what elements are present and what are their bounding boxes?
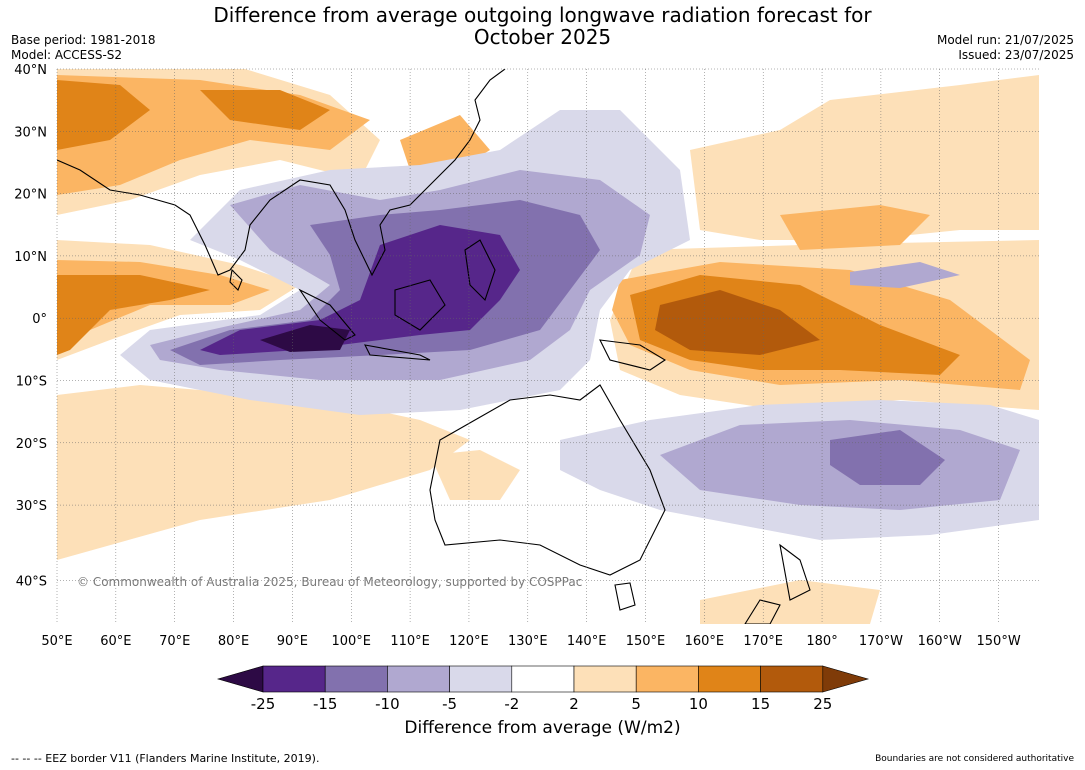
colorbar-tick-label: -25 [251,695,276,713]
colorbar-tick-label: -5 [442,695,457,713]
longitude-ticks: 50°E 60°E 70°E 80°E 90°E 100°E 110°E 120°E 130°E… [41,634,1020,649]
boundaries-disclaimer: Boundaries are not considered authoritat… [875,754,1074,764]
anomaly-positive-north-pacific [690,75,1039,240]
latitude-tick-label: 20°N [14,188,47,203]
copyright-notice: © Commonwealth of Australia 2025, Bureau… [77,575,583,589]
longitude-tick-label: 180° [806,634,837,649]
anomaly-brown-pacific [655,290,820,355]
anomaly-positive-indian-south [57,385,470,560]
colorbar-tick-label: -15 [313,695,338,713]
colorbar-tick-label: 5 [631,695,641,713]
anomaly-dark-orange-arabian [57,275,210,355]
latitude-ticks: 40°N 30°N 20°N 10°N 0° 10°S 20°S 30°S 40°S [14,63,47,589]
colorbar-extend-low [216,665,264,693]
anomaly-purple-fiji [830,430,945,485]
coastline-new-guinea [599,339,667,371]
anomaly-dark-purple-maritime [200,225,520,355]
latitude-tick-label: 10°S [16,375,47,390]
title-line-2: October 2025 [473,25,612,49]
base-period-label: Base period: 1981-2018 [11,33,156,47]
longitude-tick-label: 140°E [567,634,607,649]
longitude-tick-label: 150°W [977,634,1021,649]
colorbar-tick-label: -2 [504,695,519,713]
latitude-tick-label: 30°N [14,125,47,140]
anomaly-dark-orange-himalaya [200,90,330,130]
map-title: Difference from average outgoing longwav… [0,4,1085,48]
colorbar-title: Difference from average (W/m2) [404,718,681,738]
latitude-tick-label: 30°S [16,499,47,514]
colorbar-block [698,665,761,693]
longitude-tick-label: 70°E [159,634,190,649]
longitude-tick-label: 60°E [100,634,131,649]
colorbar-blocks [216,665,870,693]
colorbar-extend-high [822,665,870,693]
coastline-asia [57,69,506,277]
longitude-tick-label: 120°E [449,634,489,649]
colorbar-block [760,665,824,693]
latitude-tick-label: 40°S [16,574,47,589]
colorbar-block [262,665,326,693]
longitude-tick-label: 110°E [390,634,430,649]
longitude-tick-label: 170°E [743,634,783,649]
model-run-label: Model run: 21/07/2025 [936,33,1074,47]
anomaly-field [57,69,1039,624]
colorbar-tick-label: -10 [375,695,400,713]
model-info: Base period: 1981-2018 Model: ACCESS-S2 [11,33,156,63]
latitude-tick-label: 0° [32,312,47,327]
colorbar-block [387,665,450,693]
coastlines [57,69,811,624]
colorbar-block [635,665,699,693]
colorbar-block [449,665,513,693]
anomaly-positive-tasman [700,580,880,624]
longitude-tick-label: 160°E [685,634,725,649]
longitude-tick-label: 160°W [918,634,962,649]
colorbar-block [511,665,575,693]
colorbar-block [573,665,637,693]
longitude-tick-label: 50°E [41,634,72,649]
coastline-borneo [394,279,446,331]
colorbar-ticks: -25 -15 -10 -5 -2 2 5 10 15 25 [251,695,833,713]
title-line-1: Difference from average outgoing longwav… [213,3,872,27]
model-label: Model: ACCESS-S2 [11,48,123,62]
graticule [56,68,1039,624]
colorbar-tick-label: 10 [689,695,708,713]
longitude-tick-label: 100°E [331,634,371,649]
longitude-tick-label: 150°E [626,634,666,649]
issued-label: Issued: 23/07/2025 [958,48,1074,62]
longitude-tick-label: 130°E [508,634,548,649]
eez-border-note: -- -- -- EEZ border V11 (Flanders Marine… [11,752,320,765]
anomaly-dark-orange-mideast [57,80,150,150]
anomaly-darkest-purple-indian-ocean [260,325,350,352]
anomaly-positive-australia-west [430,450,520,500]
longitude-tick-label: 170°W [859,634,903,649]
colorbar-tick-label: 2 [569,695,579,713]
anomaly-orange-north-pacific [780,205,930,250]
latitude-tick-label: 10°N [14,250,47,265]
coastline-new-zealand [744,543,811,624]
longitude-tick-label: 90°E [277,634,308,649]
latitude-tick-label: 40°N [14,63,47,78]
latitude-tick-label: 20°S [16,437,47,452]
coastline-australia [429,384,666,576]
longitude-tick-label: 80°E [218,634,249,649]
coastline-sumatra-java [298,288,431,361]
colorbar-block [324,665,388,693]
colorbar-tick-label: 15 [751,695,770,713]
coastline-sri-lanka [229,268,243,291]
run-info: Model run: 21/07/2025 Issued: 23/07/2025 [937,33,1074,63]
colorbar-tick-label: 25 [813,695,832,713]
coastline-tasmania [614,582,636,611]
anomaly-medium-purple-north-pacific [850,262,960,288]
